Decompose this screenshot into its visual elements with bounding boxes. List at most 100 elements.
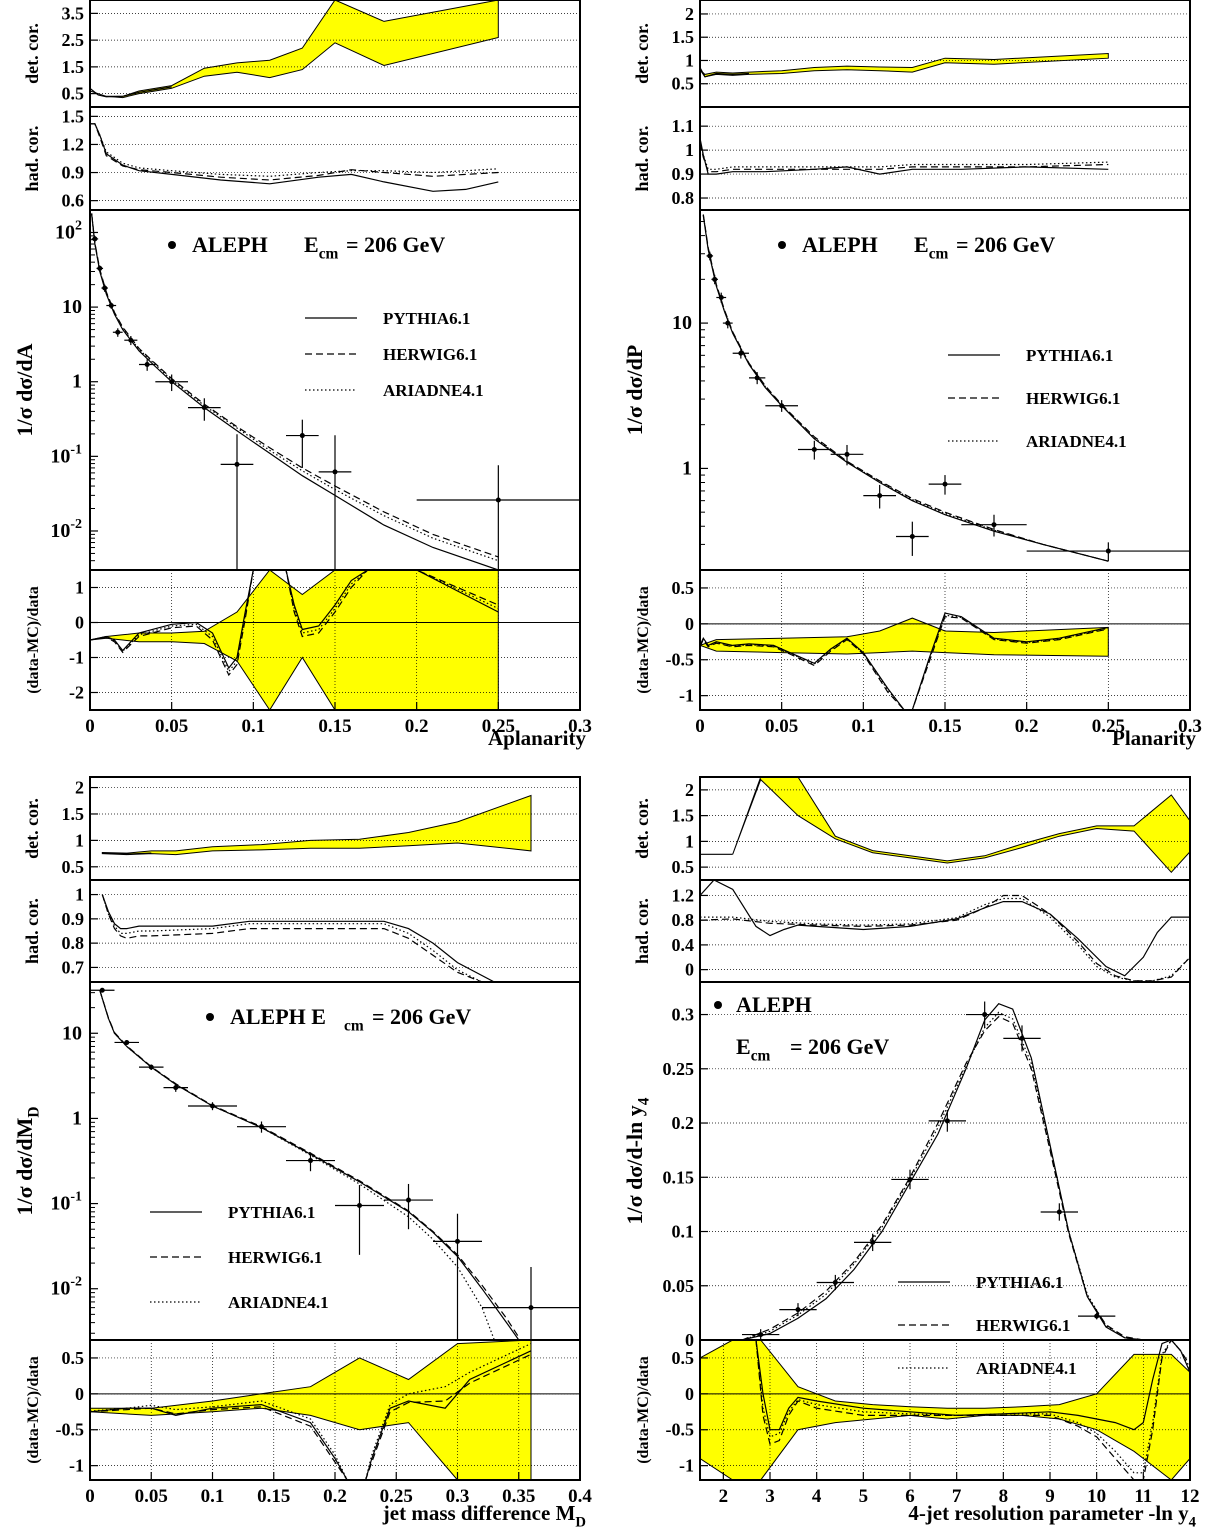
data-point (173, 1085, 179, 1091)
y-tick-label: 0 (75, 613, 84, 633)
y-tick-label: 2.5 (62, 30, 85, 50)
ecm-value: = 206 GeV (790, 1034, 889, 1059)
y-tick-label: -1 (69, 648, 84, 668)
panel-det: 0.5 1.5 2.5 3.5 det. cor. (22, 0, 581, 108)
y-tick-label: 0.2 (672, 1113, 695, 1133)
y-axis-label: (data-MC)/data (25, 1356, 42, 1464)
aleph-label: ALEPH (736, 992, 812, 1017)
data-point (1019, 1035, 1025, 1041)
curve-herwig61 (90, 1353, 532, 1480)
x-tick-label: 0.3 (446, 1486, 470, 1507)
panel-plot-area (700, 1340, 1190, 1480)
x-tick-label: 0 (85, 716, 95, 737)
uncertainty-band (90, 0, 499, 99)
panel-had: 0 0.4 0.8 1.2 had. cor. (632, 879, 1191, 983)
y-axis-label: had. cor. (632, 126, 652, 192)
data-point (234, 461, 240, 467)
y-tick-label: 1.5 (672, 806, 695, 826)
data-point (99, 987, 105, 993)
uncertainty-band (90, 570, 499, 710)
x-tick-label: 0.25 (482, 716, 515, 737)
y-tick-label: 0 (75, 1384, 84, 1404)
panel-plot-area (90, 570, 580, 710)
y-tick-label: 0 (685, 1330, 694, 1350)
data-point (144, 362, 150, 368)
data-point (877, 493, 883, 499)
x-tick-label: 0 (695, 716, 705, 737)
y-tick-label: 2 (75, 778, 84, 798)
y-tick-label: 10 (62, 1022, 82, 1044)
y-tick-label: 0.8 (672, 188, 695, 208)
chart-planarity: 0.5 1 1.5 2 det. cor. 0.8 0.9 1 1.1 had. cor. 1 10 1… (622, 0, 1202, 750)
data-point (455, 1238, 460, 1244)
data-point (1094, 1313, 1100, 1319)
y-tick-label: 0.9 (62, 909, 85, 929)
legend-label: HERWIG6.1 (1026, 389, 1120, 408)
x-axis-label: jet mass difference MD (382, 1501, 586, 1530)
legend-label: ARIADNE4.1 (228, 1293, 329, 1312)
x-tick-label: 11 (1134, 1486, 1152, 1507)
data-point (832, 1280, 838, 1286)
aleph-label: ALEPH (802, 232, 878, 257)
panel-main: 10-2 10-1 1 10 1/σ dσ/dMD (12, 981, 581, 1341)
data-point (707, 253, 713, 259)
data-point (909, 534, 915, 540)
data-point (259, 1124, 264, 1130)
panel-ratio: -1 -0.5 0 0.5 (data-MC)/data (635, 1339, 1191, 1481)
data-point (991, 522, 997, 528)
y-tick-label: 10 (672, 312, 692, 334)
y-axis-label: det. cor. (632, 798, 652, 859)
x-tick-label: 0.1 (241, 716, 265, 737)
y-axis-label: (data-MC)/data (635, 586, 652, 694)
y-tick-label: 0 (685, 614, 694, 634)
curve-herwig61 (702, 214, 1109, 562)
uncertainty-band (700, 1340, 1190, 1480)
y-tick-label: 1 (75, 578, 84, 598)
data-point (128, 337, 134, 343)
panel-plot-area (700, 880, 1190, 982)
curve-ariadne41 (700, 897, 1190, 982)
panel-det: 0.5 1 1.5 2 det. cor. (632, 0, 1191, 108)
data-point (357, 1202, 362, 1208)
data-point (779, 403, 785, 409)
data-point (108, 303, 114, 309)
data-point (712, 276, 718, 282)
y-tick-label: 0.9 (62, 163, 85, 183)
panel-main: 10-2 10-1 1 10 102 1/σ dσ/dA (12, 209, 581, 571)
data-point (332, 469, 338, 475)
aleph-label: ALEPH (192, 232, 268, 257)
ecm-symbol: Ecm (304, 232, 339, 263)
y-tick-label: 0.15 (663, 1167, 695, 1187)
panel-main: 0 0.05 0.1 0.15 0.2 0.25 0.3 1/σ dσ/d-ln y4 (622, 981, 1191, 1350)
y-tick-label: 10-2 (50, 517, 82, 542)
y-tick-label: 0.5 (62, 857, 85, 877)
data-point (1056, 1209, 1062, 1215)
x-tick-label: 0.15 (318, 716, 351, 737)
panel-plot-area (90, 116, 580, 201)
data-point (982, 1012, 988, 1018)
x-tick-label: 0.3 (1178, 716, 1202, 737)
data-point (115, 329, 121, 335)
y-tick-label: -0.5 (56, 1420, 85, 1440)
x-axis-label: Aplanarity (488, 726, 587, 750)
data-point (406, 1197, 411, 1203)
y-axis-label: 1/σ dσ/dMD (12, 1106, 43, 1215)
uncertainty-band (732, 777, 1190, 874)
y-tick-label: -0.5 (666, 650, 695, 670)
curve-ariadne41 (755, 1340, 1190, 1474)
y-axis-label: det. cor. (22, 798, 42, 859)
data-point (201, 405, 207, 411)
y-axis-label: (data-MC)/data (25, 586, 42, 694)
y-tick-label: 1 (682, 457, 692, 479)
curve-herwig61 (101, 894, 483, 982)
y-tick-label: 1.1 (672, 116, 695, 136)
curve-pythia61 (700, 67, 750, 78)
x-tick-label: 0.2 (1015, 716, 1039, 737)
curve-pythia61 (755, 1340, 1190, 1431)
x-tick-label: 0.05 (155, 716, 188, 737)
legend-label: PYTHIA6.1 (1026, 346, 1113, 365)
panel-plot-area (90, 0, 580, 99)
curve-ariadne41 (101, 894, 483, 982)
curve-pythia61 (101, 894, 495, 982)
data-point (738, 350, 744, 356)
